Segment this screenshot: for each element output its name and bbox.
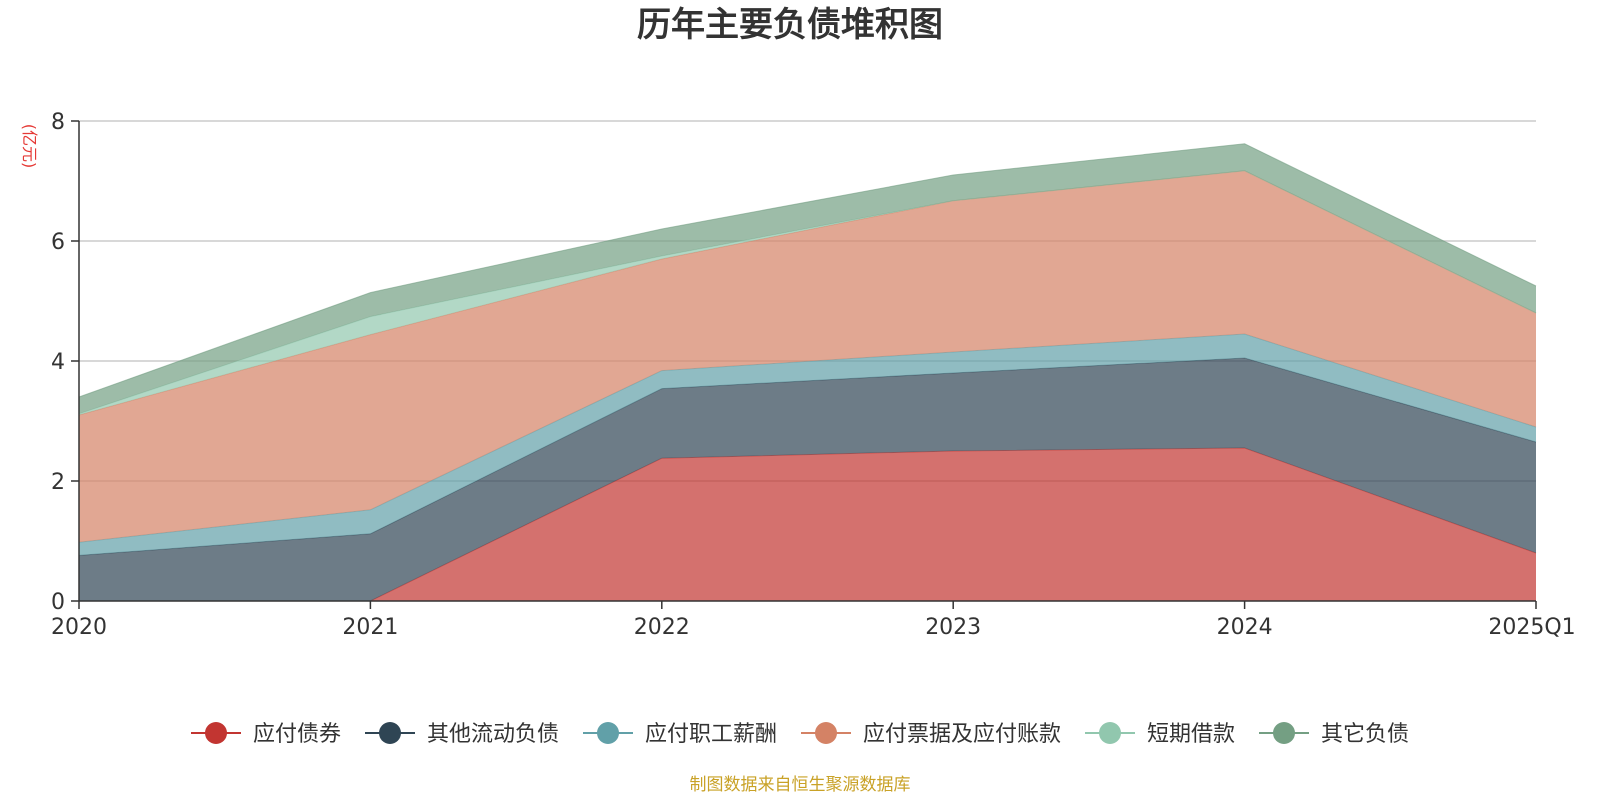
legend-label: 应付债券 (253, 722, 341, 747)
legend-item-应付职工薪酬[interactable]: 应付职工薪酬 (583, 722, 777, 747)
legend-circle-icon (815, 722, 837, 744)
legend-circle-icon (205, 722, 227, 744)
x-tick-label: 2024 (1217, 615, 1273, 640)
legend-item-其他流动负债[interactable]: 其他流动负债 (365, 722, 559, 747)
area-series (78, 143, 1537, 602)
legend-circle-icon (597, 722, 619, 744)
y-tick-labels: 0 2 4 6 8 (51, 110, 79, 615)
legend-circle-icon (1099, 722, 1121, 744)
legend-item-其它负债[interactable]: 其它负债 (1259, 722, 1409, 747)
x-tick-label: 2023 (925, 615, 981, 640)
y-tick-label: 8 (51, 110, 65, 135)
legend-label: 其他流动负债 (427, 722, 559, 747)
x-tick-labels: 2020 2021 2022 2023 2024 2025Q1 (51, 601, 1576, 640)
x-tick-label: 2022 (634, 615, 690, 640)
area-应付债券 (79, 448, 1536, 601)
legend-item-应付债券[interactable]: 应付债券 (191, 722, 341, 747)
line-其它负债 (78, 143, 1537, 398)
source-note: 制图数据来自恒生聚源数据库 (690, 775, 911, 795)
area-应付职工薪酬 (79, 334, 1536, 556)
x-tick-label: 2021 (342, 615, 398, 640)
y-tick-label: 0 (51, 590, 65, 615)
legend-item-应付票据及应付账款[interactable]: 应付票据及应付账款 (801, 722, 1061, 747)
area-应付票据及应付账款 (79, 170, 1536, 543)
legend: 应付债券 其他流动负债 应付职工薪酬 应付票据及应付账款 短期借款 其它负债 (191, 722, 1409, 747)
legend-label: 应付职工薪酬 (645, 722, 777, 747)
legend-label: 应付票据及应付账款 (863, 722, 1061, 747)
y-axis-unit-label: (亿元) (20, 124, 39, 169)
legend-circle-icon (1273, 722, 1295, 744)
y-tick-label: 4 (51, 350, 65, 375)
legend-circle-icon (379, 722, 401, 744)
chart-title: 历年主要负债堆积图 (637, 5, 943, 45)
legend-label: 其它负债 (1321, 722, 1409, 747)
y-tick-label: 2 (51, 470, 65, 495)
y-tick-label: 6 (51, 230, 65, 255)
legend-label: 短期借款 (1147, 722, 1235, 747)
x-tick-label: 2020 (51, 615, 107, 640)
x-tick-label: 2025Q1 (1488, 615, 1575, 640)
area-其他流动负债 (79, 358, 1536, 601)
legend-item-短期借款[interactable]: 短期借款 (1085, 722, 1235, 747)
